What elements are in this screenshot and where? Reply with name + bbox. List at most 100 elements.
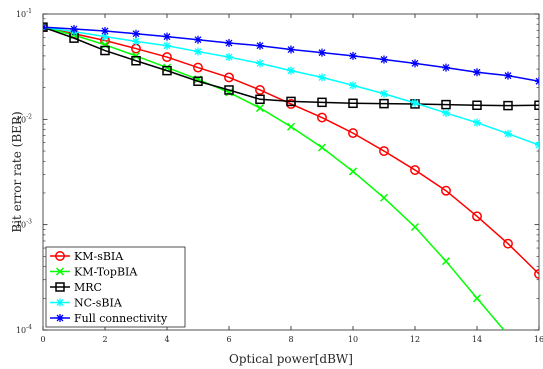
data-point [534,269,539,279]
y-tick-label: 10-3 [16,219,32,230]
data-point [131,51,141,60]
data-point [317,143,327,152]
legend-item: Full connectivity [50,312,168,325]
data-point [442,108,450,117]
data-point [194,47,202,56]
data-point [348,98,358,109]
data-point [225,53,233,62]
x-tick-label: 8 [288,335,293,344]
data-point [255,85,265,95]
data-point [380,55,388,64]
data-point [317,112,327,123]
data-point [317,97,327,108]
data-point [349,51,357,60]
data-point [225,39,233,48]
data-point [441,257,451,266]
data-point [224,85,234,95]
data-point [162,52,172,63]
x-tick-label: 16 [534,335,543,344]
data-point [318,48,326,57]
data-point [472,211,482,222]
x-tick-label: 4 [164,335,169,344]
data-point [441,99,451,110]
data-point [193,76,203,86]
data-point [472,100,482,111]
series-layer [43,22,539,330]
data-point [472,294,482,303]
data-point [503,238,513,249]
y-tick-exponent: -4 [26,324,32,331]
data-point [287,66,295,75]
data-point [286,96,296,107]
data-point [286,122,296,131]
y-tick-base: 10 [16,221,26,230]
legend-item: NC-sBIA [50,297,123,310]
legend-swatch-marker [56,314,64,322]
y-tick-label: 10-2 [16,113,32,124]
legend-swatch-marker [55,251,65,261]
data-point [379,146,389,156]
y-axis: 10-110-210-310-4 [16,8,539,335]
y-axis-label: Bit error rate (BER) [10,111,24,232]
data-point [410,165,420,175]
y-tick-exponent: -2 [26,113,32,120]
data-point [193,62,203,73]
data-point [534,100,539,111]
legend-label: KM-TopBIA [74,266,138,279]
legend-item: KM-sBIA [50,250,124,263]
series-mrc [43,22,539,111]
x-axis-label: Optical power[dBW] [229,352,353,366]
data-point [473,68,481,77]
data-point [441,185,451,196]
x-tick-label: 0 [40,335,45,344]
data-point [473,118,481,127]
data-point [255,104,265,113]
legend-item: MRC [50,281,102,294]
y-tick-exponent: -3 [26,219,32,226]
legend-swatch-marker [55,267,65,276]
data-point [348,167,358,176]
data-point [287,45,295,54]
data-point [256,41,264,50]
y-tick-base: 10 [16,326,26,335]
legend-label: KM-sBIA [74,250,124,263]
data-point [504,129,512,138]
data-point [101,26,109,35]
legend-label: Full connectivity [74,312,168,325]
data-point [163,32,171,41]
x-axis: 0 2 4 6 8 10 12 14 16 [40,14,543,344]
y-tick-label: 10-4 [16,324,32,335]
y-tick-base: 10 [16,115,26,124]
data-point [379,193,389,202]
data-point [411,98,419,107]
legend-label: NC-sBIA [74,297,123,310]
data-point [442,63,450,72]
data-point [162,65,172,76]
data-point [100,45,110,56]
y-tick-label: 10-1 [16,8,32,19]
data-point [163,41,171,50]
data-point [194,35,202,44]
data-point [348,128,358,139]
data-point [131,55,141,66]
legend-swatch-marker [55,282,65,292]
data-point [380,89,388,98]
data-point [318,73,326,82]
legend: KM-sBIA KM-TopBIA MRC NC-sBIA Full connectiv… [45,246,186,328]
y-tick-base: 10 [16,10,26,19]
data-point [504,71,512,80]
data-point [132,29,140,38]
x-tick-label: 2 [102,335,107,344]
data-point [70,25,78,34]
data-point [411,59,419,68]
data-point [256,59,264,68]
legend-swatch-marker [56,298,64,307]
data-point [132,37,140,46]
series-nc-sbia [43,23,539,150]
legend-label: MRC [74,281,102,294]
data-point [503,100,513,111]
x-tick-label: 14 [472,335,482,344]
series-line [43,26,539,275]
x-tick-label: 6 [226,335,231,344]
data-point [379,98,389,109]
